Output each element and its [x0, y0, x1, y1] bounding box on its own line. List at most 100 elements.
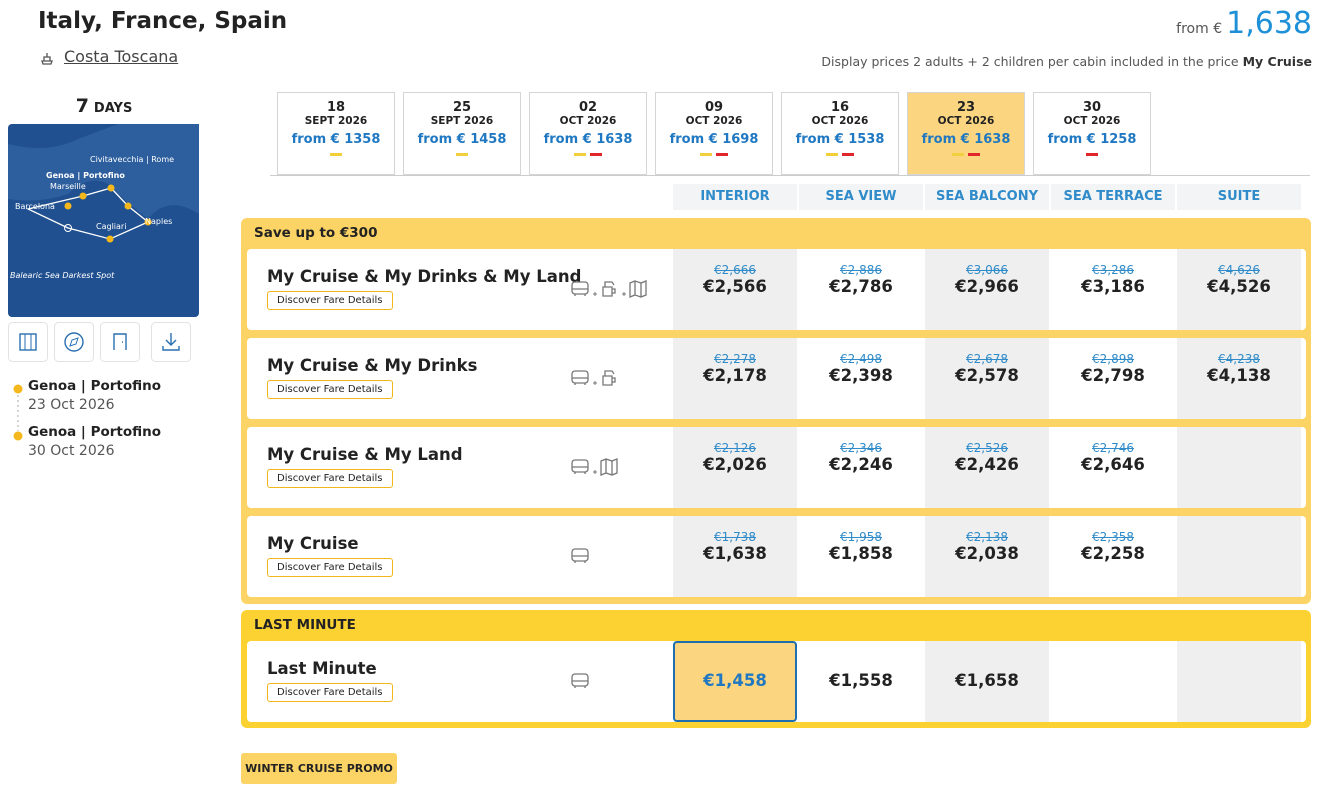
date-day: 16 [830, 100, 850, 115]
ship-icon-svg [41, 53, 53, 65]
new-price: €2,258 [1081, 544, 1145, 563]
promo-button[interactable]: WINTER CRUISE PROMO [241, 753, 397, 784]
date-bars [404, 153, 520, 156]
new-price: €2,566 [703, 277, 767, 296]
old-price: €2,898 [1092, 352, 1134, 366]
date-price: from € 1458 [417, 132, 507, 147]
fare-details-button[interactable]: Discover Fare Details [267, 558, 393, 577]
port-date: 23 Oct 2026 [28, 397, 115, 413]
fare-details-button[interactable]: Discover Fare Details [267, 683, 393, 702]
date-tab[interactable]: 02 OCT 2026 from € 1638 [529, 92, 647, 175]
price-cell[interactable]: €2,678 €2,578 [925, 338, 1049, 419]
price-cell[interactable]: €2,138 €2,038 [925, 516, 1049, 597]
date-month: OCT 2026 [1063, 115, 1121, 127]
date-bars [908, 153, 1024, 156]
date-day: 30 [1082, 100, 1102, 115]
date-price: from € 1698 [669, 132, 759, 147]
date-bars [782, 153, 898, 156]
price-cell[interactable]: €2,498 €2,398 [799, 338, 923, 419]
price-cell[interactable]: €1,738 €1,638 [673, 516, 797, 597]
port: Genoa | Portofino [28, 378, 162, 394]
price-cell [1051, 641, 1175, 722]
new-price: €2,578 [955, 366, 1019, 385]
ship-link[interactable]: Costa Toscana [64, 47, 179, 66]
map-label: Civitavecchia | Rome [90, 155, 175, 164]
fare-details-button[interactable]: Discover Fare Details [267, 380, 393, 399]
price-cell[interactable]: €3,286 €3,186 [1051, 249, 1175, 330]
cabin-header: SEA BALCONY [925, 184, 1049, 210]
date-month: OCT 2026 [685, 115, 743, 127]
new-price: €1,658 [955, 671, 1019, 690]
fare-icons [570, 546, 665, 568]
map-label: Balearic Sea Darkest Spot [10, 271, 115, 280]
new-price: €2,798 [1081, 366, 1145, 385]
date-price: from € 1538 [795, 132, 885, 147]
fare-name: My Cruise & My Land [267, 445, 463, 464]
old-price: €1,738 [714, 530, 756, 544]
price-cell[interactable]: €4,238 €4,138 [1177, 338, 1301, 419]
availability-bar [456, 153, 468, 156]
price-cell[interactable]: €2,526 €2,426 [925, 427, 1049, 508]
old-price: €2,358 [1092, 530, 1134, 544]
tabs-rule [270, 175, 1310, 176]
date-day: 02 [578, 100, 598, 115]
availability-bar [590, 153, 602, 156]
date-day: 09 [704, 100, 724, 115]
price-cell[interactable]: €1,458 [673, 641, 797, 722]
price-cell[interactable]: €1,658 [925, 641, 1049, 722]
old-price: €3,286 [1092, 263, 1134, 277]
fare-icons-svg [571, 458, 618, 476]
price-cell[interactable]: €1,958 €1,858 [799, 516, 923, 597]
price-cell[interactable]: €2,886 €2,786 [799, 249, 923, 330]
tool-button-svg [100, 322, 140, 362]
cabin-header: SUITE [1177, 184, 1301, 210]
old-price: €2,746 [1092, 441, 1134, 455]
new-price: €1,558 [829, 671, 893, 690]
fare-name: Last Minute [267, 659, 377, 678]
map-label: Naples [145, 217, 173, 226]
tool-button[interactable] [151, 322, 191, 362]
fare-icons-svg [571, 280, 647, 298]
tool-button[interactable] [54, 322, 94, 362]
date-price: from € 1638 [921, 132, 1011, 147]
date-bars [1034, 153, 1150, 156]
price-cell[interactable]: €2,278 €2,178 [673, 338, 797, 419]
price-cell[interactable]: €2,666 €2,566 [673, 249, 797, 330]
map-svg [8, 124, 199, 317]
old-price: €2,886 [840, 263, 882, 277]
date-tab[interactable]: 23 OCT 2026 from € 1638 [907, 92, 1025, 175]
price-cell[interactable]: €2,746 €2,646 [1051, 427, 1175, 508]
ship-icon [40, 50, 54, 65]
date-tab[interactable]: 16 OCT 2026 from € 1538 [781, 92, 899, 175]
cabin-header: INTERIOR [673, 184, 797, 210]
new-price: €2,026 [703, 455, 767, 474]
price-cell[interactable]: €1,558 [799, 641, 923, 722]
price-cell[interactable]: €3,066 €2,966 [925, 249, 1049, 330]
availability-bar [330, 153, 342, 156]
price-cell[interactable]: €2,346 €2,246 [799, 427, 923, 508]
date-day: 18 [326, 100, 346, 115]
old-price: €2,278 [714, 352, 756, 366]
price-cell[interactable]: €2,898 €2,798 [1051, 338, 1175, 419]
fare-details-button[interactable]: Discover Fare Details [267, 469, 393, 488]
new-price: €2,966 [955, 277, 1019, 296]
tool-button[interactable] [8, 322, 48, 362]
date-tab[interactable]: 18 SEPT 2026 from € 1358 [277, 92, 395, 175]
title: Italy, France, Spain [38, 8, 288, 34]
price-cell[interactable]: €2,126 €2,026 [673, 427, 797, 508]
date-price: from € 1358 [291, 132, 381, 147]
fare-details-button[interactable]: Discover Fare Details [267, 291, 393, 310]
fare-icons [570, 457, 665, 479]
fare-icons [570, 671, 665, 693]
date-tab[interactable]: 30 OCT 2026 from € 1258 [1033, 92, 1151, 175]
tool-button[interactable] [100, 322, 140, 362]
date-tab[interactable]: 25 SEPT 2026 from € 1458 [403, 92, 521, 175]
availability-bar [842, 153, 854, 156]
price-cell [1177, 516, 1301, 597]
price-cell[interactable]: €2,358 €2,258 [1051, 516, 1175, 597]
price-cell[interactable]: €4,626 €4,526 [1177, 249, 1301, 330]
availability-bar [952, 153, 964, 156]
note: Display prices 2 adults + 2 children per… [821, 54, 1239, 69]
date-tab[interactable]: 09 OCT 2026 from € 1698 [655, 92, 773, 175]
cabin-header: SEA TERRACE [1051, 184, 1175, 210]
